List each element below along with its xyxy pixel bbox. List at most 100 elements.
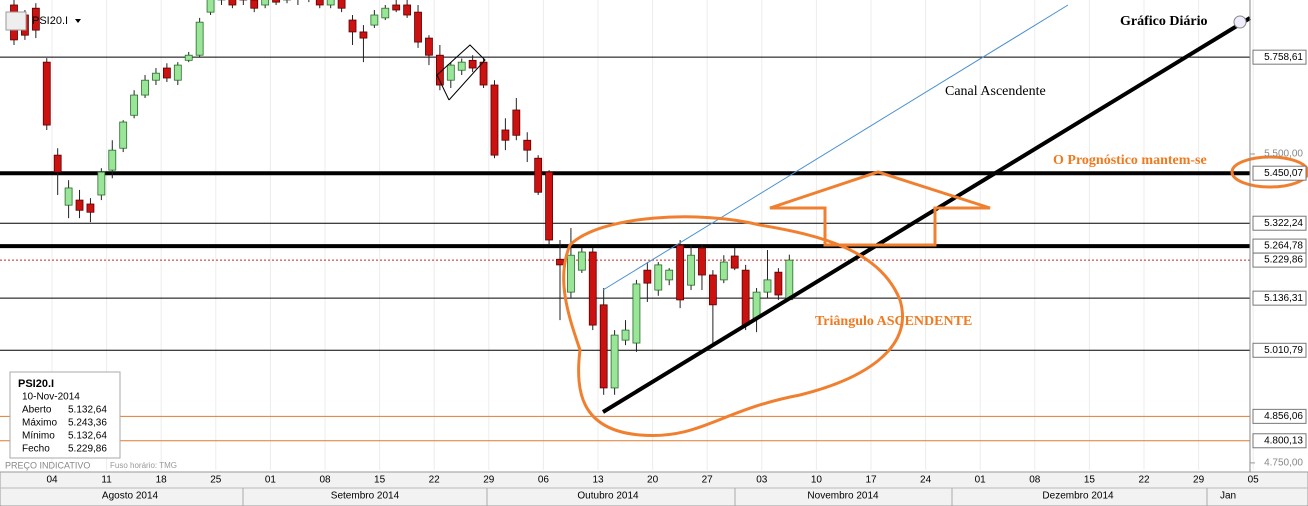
x-tick-label: 29: [483, 475, 495, 486]
clock-icon[interactable]: [1233, 15, 1247, 29]
info-value: 5.132,64: [68, 405, 107, 416]
candle-body: [53, 154, 62, 173]
candles: [10, 0, 794, 395]
month-label: Dezembro 2014: [1042, 491, 1114, 502]
axis-band: [0, 471, 1308, 506]
x-tick-label: 27: [702, 475, 714, 486]
month-label: Outubro 2014: [577, 491, 639, 502]
candle-body: [708, 274, 717, 306]
dropdown-arrow[interactable]: [75, 19, 81, 23]
candle-body: [774, 271, 783, 296]
candle-body: [479, 61, 488, 86]
chart-title: Gráfico Diário: [1120, 14, 1207, 29]
y-tick-box: [1252, 252, 1307, 268]
candle-body: [730, 255, 739, 269]
x-tick-label: 24: [920, 475, 932, 486]
candle-body: [31, 7, 40, 31]
info-value: 5.243,36: [68, 418, 107, 429]
candle-body: [184, 54, 193, 61]
y-tick-box: [1252, 49, 1307, 65]
candle-body: [130, 94, 139, 116]
level-circle: [1230, 155, 1308, 189]
candle-body: [152, 72, 160, 81]
candle-body: [86, 203, 95, 213]
month-label: Novembro 2014: [807, 491, 879, 502]
info-label: Mínimo: [22, 431, 55, 442]
y-tick-label: 5.264,78: [1264, 241, 1303, 252]
month-label: Setembro 2014: [331, 491, 400, 502]
drawings: Canal Ascendente O Prognóstico mantem-se…: [5, 4, 1308, 470]
candle-body: [173, 64, 182, 81]
y-tick-box: [1252, 433, 1307, 449]
x-tick-label: 15: [374, 475, 386, 486]
candle-body: [97, 171, 106, 196]
candle-body: [490, 84, 499, 156]
candle-body: [337, 0, 346, 9]
candle-body: [425, 37, 433, 56]
candle-body: [108, 149, 117, 171]
candle-body: [348, 19, 357, 33]
candle-body: [588, 251, 597, 326]
x-tick-label: 17: [865, 475, 877, 486]
trend-line: [601, 16, 1252, 414]
y-tick-label: 5.450,07: [1264, 168, 1303, 179]
x-tick-label: 11: [101, 475, 112, 486]
y-tick-label: 4.800,13: [1264, 435, 1303, 446]
pennant: [436, 44, 486, 101]
y-tick-box: [1252, 215, 1307, 231]
y-tick-box: [1252, 408, 1307, 424]
month-label: Agosto 2014: [102, 491, 159, 502]
candle-body: [141, 79, 149, 96]
y-tick-label: 5.758,61: [1264, 52, 1303, 63]
x-tick-label: 03: [756, 475, 768, 486]
x-tick-label: 25: [210, 475, 222, 486]
candle-body: [741, 269, 750, 326]
levels: [0, 56, 1250, 442]
candle-body: [676, 244, 685, 301]
x-tick-label: 15: [1084, 475, 1096, 486]
candle-body: [545, 171, 553, 241]
info-label: Fecho: [22, 444, 50, 455]
info-label: Máximo: [22, 418, 57, 429]
y-tick-box: [1252, 342, 1307, 358]
candle-body: [119, 121, 128, 149]
candle-body: [446, 64, 455, 81]
candle-body: [162, 67, 171, 79]
x-tick-label: 22: [429, 475, 441, 486]
grid: [51, 0, 1254, 470]
candle-body: [556, 258, 564, 266]
candle-body: [381, 7, 390, 19]
y-tick-label: 5.322,24: [1264, 218, 1303, 229]
candle-body: [523, 139, 532, 151]
x-tick-label: 08: [319, 475, 331, 486]
x-tick-label: 13: [592, 475, 604, 486]
candle-body: [512, 109, 521, 136]
candle-body: [42, 61, 51, 126]
info-label: Aberto: [22, 405, 52, 416]
candle-body: [359, 31, 368, 39]
candle-body: [534, 157, 543, 193]
candle-body: [698, 247, 706, 276]
candle-body: [403, 4, 412, 16]
x-tick-label: 20: [647, 475, 659, 486]
arrow: [769, 170, 991, 247]
candle-body: [228, 0, 237, 6]
candle-body: [719, 261, 728, 281]
candle-body: [610, 334, 619, 389]
candle-body: [261, 0, 270, 6]
info-date: 10-Nov-2014: [22, 392, 80, 403]
candle-body: [654, 264, 663, 291]
x-tick-label: 04: [46, 475, 58, 486]
annotation: O Prognóstico mantem-se: [1053, 153, 1207, 168]
x-tick-label: 08: [1029, 475, 1041, 486]
symbol[interactable]: PSI20.I: [32, 15, 68, 27]
candle-body: [763, 279, 772, 293]
x-tick-label: 29: [1193, 475, 1205, 486]
month-label: Jan: [1220, 491, 1236, 502]
candle-body: [457, 61, 466, 71]
symbol-icon[interactable]: [5, 11, 27, 31]
x-tick-label: 18: [156, 475, 168, 486]
y-tick-box: [1252, 165, 1307, 181]
